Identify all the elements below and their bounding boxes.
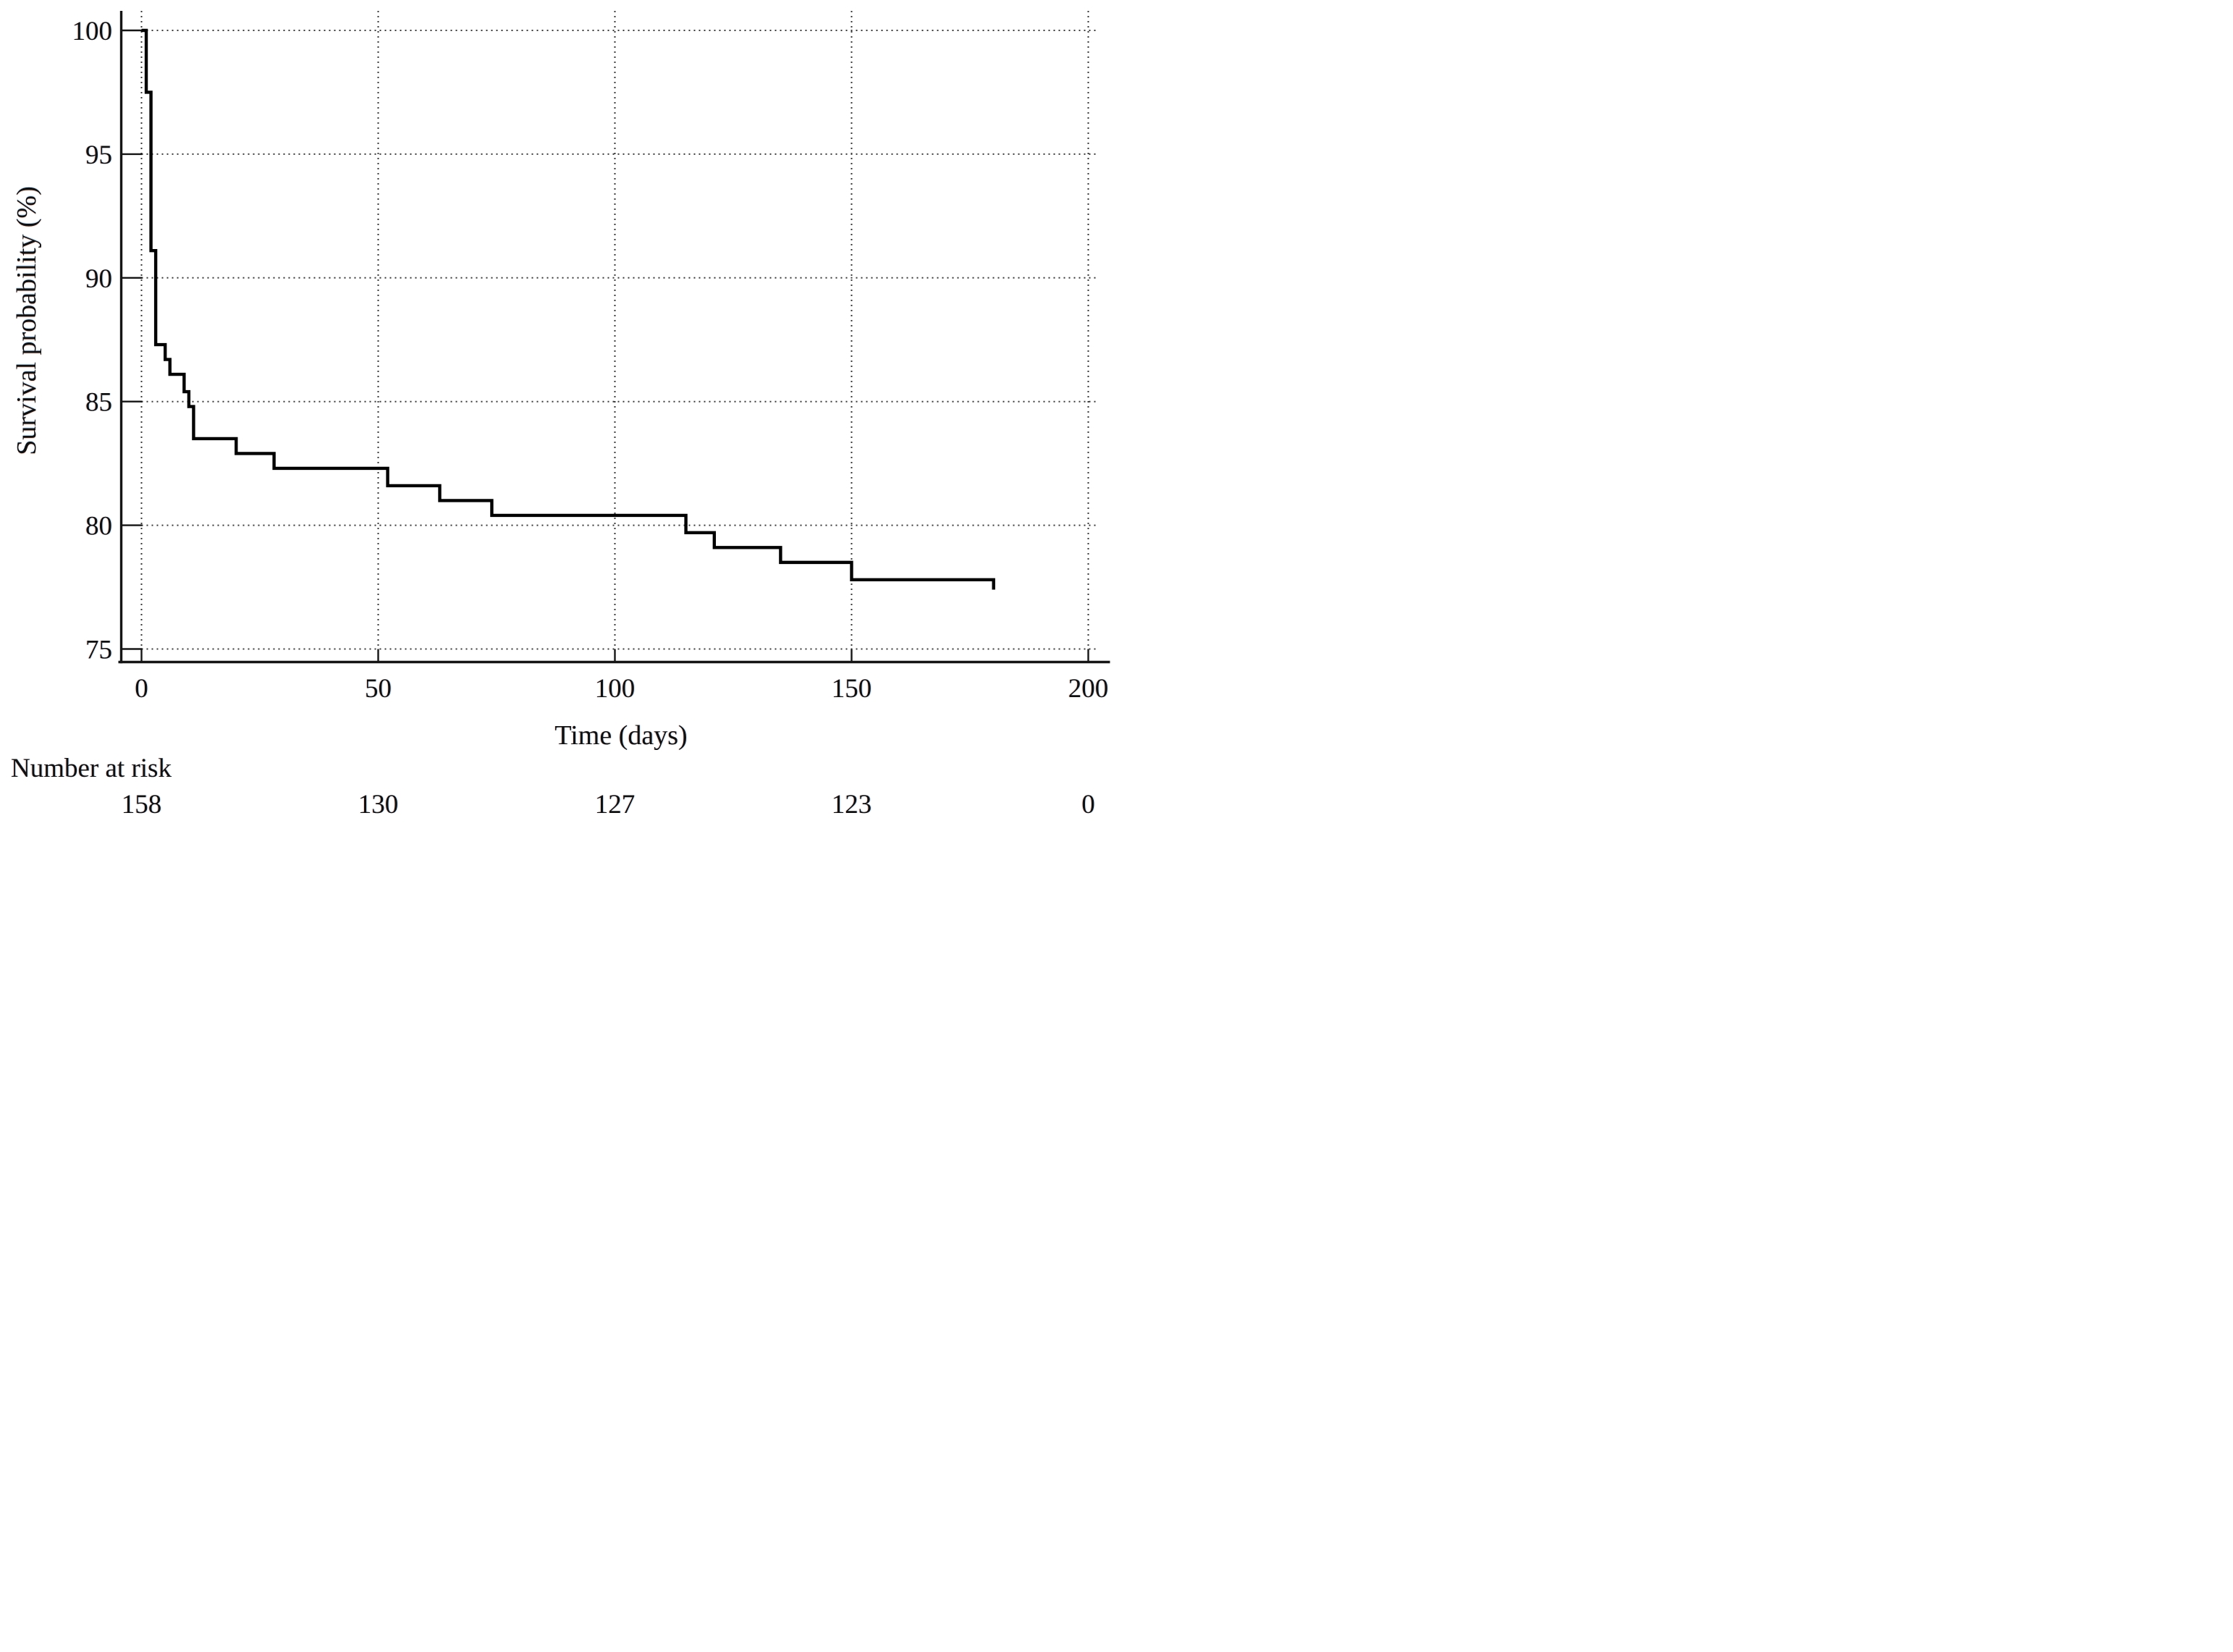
y-tick-label: 95	[85, 140, 112, 170]
number-at-risk-row: 158 130 127 123 0	[0, 789, 1116, 825]
survival-curve	[141, 28, 995, 590]
y-tick-label: 90	[85, 264, 112, 294]
risk-count-t200: 0	[1081, 790, 1095, 819]
number-at-risk-label: Number at risk	[11, 754, 172, 783]
km-survival-figure: 100 95 90 85 80 75 0 50 100 150 200 Survival proba…	[0, 0, 1116, 826]
risk-count-t150: 123	[831, 790, 872, 819]
y-tick-label: 100	[72, 17, 113, 46]
x-tick-label: 100	[595, 674, 636, 704]
risk-count-t50: 130	[358, 790, 399, 819]
y-tick-label: 80	[85, 512, 112, 541]
risk-count-t100: 127	[594, 790, 636, 819]
x-tick-label: 50	[365, 674, 392, 704]
x-axis-title: Time (days)	[554, 720, 688, 751]
x-tick-label: 200	[1068, 674, 1109, 704]
y-tick-label: 75	[85, 636, 112, 665]
y-axis-title: Survival probability (%)	[12, 186, 42, 455]
x-tick-label: 0	[135, 674, 148, 704]
x-tick-label: 150	[832, 674, 872, 704]
km-plot-canvas: 100 95 90 85 80 75 0 50 100 150 200	[72, 11, 1110, 704]
y-tick-label: 85	[85, 388, 112, 418]
risk-count-t0: 158	[121, 790, 162, 819]
